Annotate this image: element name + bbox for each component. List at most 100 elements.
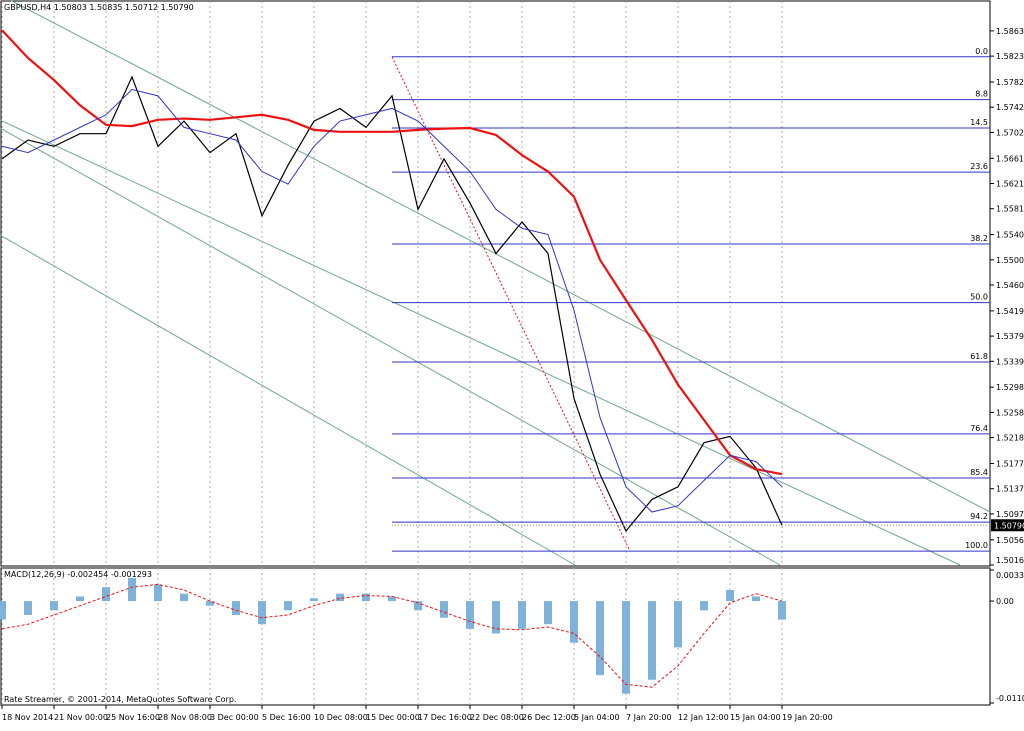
histogram-bar: [310, 598, 318, 602]
y-tick-label: 1.57020: [996, 128, 1024, 137]
x-tick-label: 10 Dec 08:00: [314, 713, 368, 722]
series-line: [1, 75, 783, 533]
histogram-bar: [518, 601, 526, 629]
histogram-bar: [336, 593, 344, 602]
x-tick-label: 3 Dec 00:00: [210, 713, 259, 722]
y-tick-label: 1.58630: [996, 27, 1024, 36]
main-panel: [0, 0, 991, 567]
fibo-label: 8.8: [975, 90, 988, 99]
histogram-bar: [414, 601, 422, 611]
histogram-bar: [440, 601, 448, 618]
fibo-label: 50.0: [970, 293, 988, 302]
fibo-label: 100.0: [965, 541, 988, 550]
x-tick-label: 28 Nov 08:00: [158, 713, 212, 722]
y-tick-label: -0.01101: [996, 694, 1024, 703]
series-line: [1, 29, 783, 476]
series-line: [1, 88, 783, 513]
histogram-bar: [258, 601, 266, 625]
y-tick-label: 1.56210: [996, 179, 1024, 188]
y-tick-label: 1.54190: [996, 307, 1024, 316]
histogram-bar: [752, 596, 760, 602]
y-tick-label: 1.58230: [996, 52, 1024, 61]
histogram-bar: [128, 577, 136, 602]
histogram-bar: [622, 601, 630, 694]
histogram-bar: [0, 601, 6, 620]
fibo-label: 85.4: [970, 468, 988, 477]
y-tick-label: 1.52180: [996, 434, 1024, 443]
channel-line: [0, 119, 961, 566]
histogram-bar: [700, 601, 708, 611]
x-tick-label: 15 Dec 00:00: [366, 713, 420, 722]
fibo-label: 76.4: [970, 424, 988, 433]
x-tick-label: 26 Dec 12:00: [522, 713, 576, 722]
x-tick-label: 5 Jan 04:00: [574, 713, 620, 722]
histogram-bar: [492, 601, 500, 634]
x-tick-label: 17 Dec 16:00: [418, 713, 472, 722]
x-tick-label: 5 Dec 16:00: [262, 713, 311, 722]
y-tick-label: 1.52980: [996, 383, 1024, 392]
histogram-bar: [284, 601, 292, 611]
x-tick-label: 12 Jan 12:00: [678, 713, 729, 722]
macd-title: MACD(12,26,9) -0.002454 -0.001293: [4, 570, 152, 579]
histogram-bar: [24, 601, 32, 615]
histogram-bar: [154, 584, 162, 602]
x-tick-label: 18 Nov 2014: [2, 713, 53, 722]
histogram-bar: [648, 601, 656, 680]
footer: Rate Streamer, © 2001-2014, MetaQuotes S…: [4, 695, 236, 704]
fibo-label: 14.5: [970, 118, 988, 127]
histogram-bar: [76, 596, 84, 602]
y-tick-label: 1.51370: [996, 485, 1024, 494]
histogram-bar: [180, 593, 188, 602]
histogram-bar: [206, 601, 214, 606]
fibo-label: 0.0: [975, 47, 988, 56]
x-tick-label: 25 Nov 16:00: [106, 713, 160, 722]
histogram-bar: [466, 601, 474, 629]
x-tick-label: 21 Nov 00:00: [54, 713, 108, 722]
x-tick-label: 22 Dec 08:00: [470, 713, 524, 722]
histogram-bar: [674, 601, 682, 648]
y-tick-label: 1.51770: [996, 459, 1024, 468]
y-tick-label: 1.55810: [996, 205, 1024, 214]
x-tick-label: 15 Jan 04:00: [730, 713, 781, 722]
series-line: [1, 583, 783, 688]
channel-lines: [0, 0, 991, 566]
histogram-bar: [544, 601, 552, 625]
channel-line: [9, 0, 991, 513]
chart-title: GBPUSD,H4 1.50803 1.50835 1.50712 1.5079…: [4, 3, 194, 12]
y-tick-label: 1.56610: [996, 154, 1024, 163]
histogram-bar: [232, 601, 240, 615]
histogram-bar: [778, 601, 786, 620]
x-tick-label: 7 Jan 20:00: [626, 713, 672, 722]
y-tick-label: 1.57420: [996, 103, 1024, 112]
histogram-bar: [596, 601, 604, 676]
y-tick-label: 1.53790: [996, 332, 1024, 341]
y-tick-label: 1.55000: [996, 256, 1024, 265]
histogram-bar: [50, 601, 58, 611]
y-tick-label: 1.53390: [996, 357, 1024, 366]
fibo-label: 23.6: [970, 162, 988, 171]
channel-line: [0, 234, 576, 566]
y-tick-label: 0.00: [996, 597, 1014, 606]
macd-panel: [0, 567, 991, 706]
channel-line: [0, 127, 781, 566]
histogram-bar: [570, 601, 578, 643]
y-tick-label: 0.003356: [996, 571, 1024, 580]
y-tick-label: 1.50970: [996, 510, 1024, 519]
fibo-label: 94.2: [970, 512, 988, 521]
price-label: 1.50790: [994, 521, 1024, 530]
y-tick-label: 1.52580: [996, 408, 1024, 417]
y-tick-label: 1.57820: [996, 78, 1024, 87]
histogram-bar: [726, 589, 734, 602]
price-box: [991, 519, 1024, 532]
histogram-bar: [362, 593, 370, 602]
fibo-label: 38.2: [970, 234, 988, 243]
histogram-bar: [388, 596, 396, 602]
x-tick-label: 19 Jan 20:00: [782, 713, 833, 722]
y-tick-label: 1.50560: [996, 536, 1024, 545]
histogram-bar: [102, 587, 110, 602]
fibo-label: 61.8: [970, 352, 988, 361]
fibo-trend: [391, 56, 631, 552]
